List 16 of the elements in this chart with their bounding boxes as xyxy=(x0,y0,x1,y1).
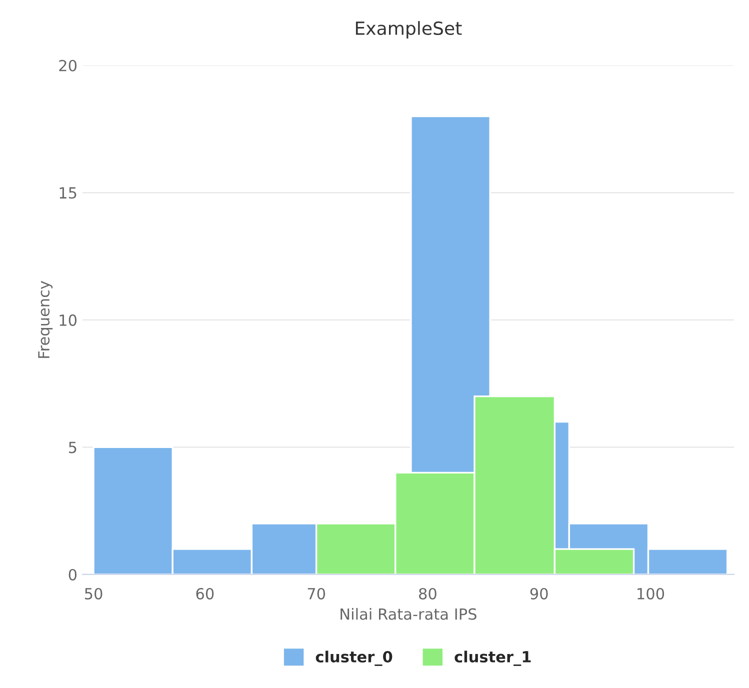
x-tick-label: 50 xyxy=(84,588,102,600)
x-tick-label: 80 xyxy=(419,588,436,600)
x-tick-label: 90 xyxy=(530,588,548,600)
y-tick-label: 20 xyxy=(59,60,77,72)
x-tick-label: 70 xyxy=(308,588,326,600)
chart-title: ExampleSet xyxy=(356,21,462,39)
y-tick-label: 0 xyxy=(68,568,77,580)
y-axis-title: Frequency xyxy=(38,280,53,358)
legend-label: cluster_1 xyxy=(454,650,531,666)
y-tick-label: 10 xyxy=(60,314,77,326)
y-tick-label: 5 xyxy=(68,442,76,454)
y-tick-label: 15 xyxy=(60,187,76,199)
legend-label: cluster_0 xyxy=(316,650,392,666)
x-axis-title: Nilai Rata-rata IPS xyxy=(340,608,476,620)
x-tick-label: 60 xyxy=(196,588,214,600)
x-tick-label: 100 xyxy=(638,588,664,600)
